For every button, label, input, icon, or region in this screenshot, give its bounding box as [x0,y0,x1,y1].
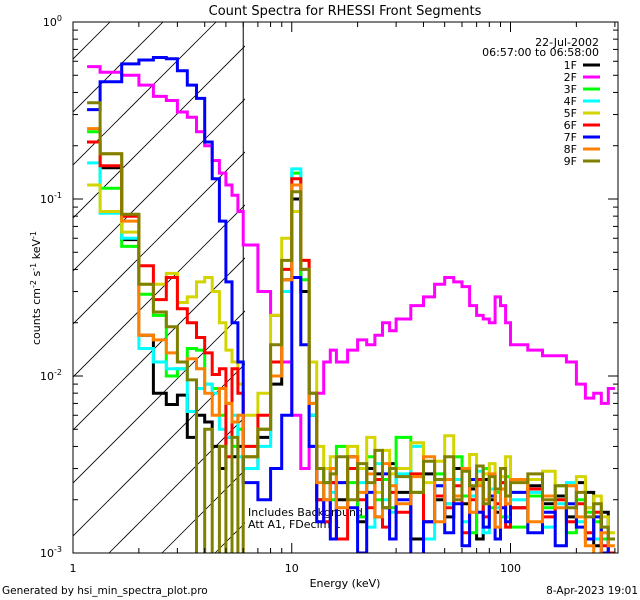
y-tick-label: 10-1 [40,191,62,206]
chart-title: Count Spectra for RHESSI Front Segments [209,4,482,19]
hatch-line [73,45,245,219]
series-group [87,56,615,553]
hatch-line [73,363,245,537]
legend-label-9F: 9F [564,155,577,168]
hatch-line [108,416,245,553]
annotation-background: Includes Background [248,506,363,519]
tick-labels: 1 10 100 100 10-1 10-2 10-3 [40,14,521,575]
legend-label-5F: 5F [564,107,577,120]
x-tick-label: 100 [500,562,521,575]
legend-label-1F: 1F [564,59,577,72]
x-tick-label: 10 [285,562,299,575]
footer-timestamp: 8-Apr-2023 19:01 [546,585,638,597]
series-line-7F [87,56,615,553]
x-axis-label: Energy (keV) [310,577,381,590]
y-tick-label: 10-2 [40,368,62,383]
hatch-line [0,0,33,553]
y-tick-label: 10-3 [40,545,62,560]
footer-generated-by: Generated by hsi_min_spectra_plot.pro [2,585,208,597]
hatch-line [73,22,164,113]
x-tick-label: 1 [70,562,77,575]
time-range-label: 06:57:00 to 06:58:00 [482,46,599,59]
axis-ticks [72,22,618,554]
hatch-line [73,310,245,484]
hatch-line [73,151,245,325]
legend-label-7F: 7F [564,131,577,144]
plot-frame [72,21,619,554]
legend-label-4F: 4F [564,95,577,108]
y-tick-label: 100 [43,14,62,29]
date-label: 22-Jul-2002 [535,36,599,49]
legend-label-8F: 8F [564,143,577,156]
hatch-line [73,257,245,431]
series-line-9F [87,101,615,553]
annotation-attenuator: Att A1, FDecim 1 [248,518,341,531]
legend-label-3F: 3F [564,83,577,96]
legend-label-2F: 2F [564,71,577,84]
series-line-2F [87,65,615,470]
legend-label-6F: 6F [564,119,577,132]
y-axis-label: counts cm-2 s-1 keV-1 [29,231,43,345]
